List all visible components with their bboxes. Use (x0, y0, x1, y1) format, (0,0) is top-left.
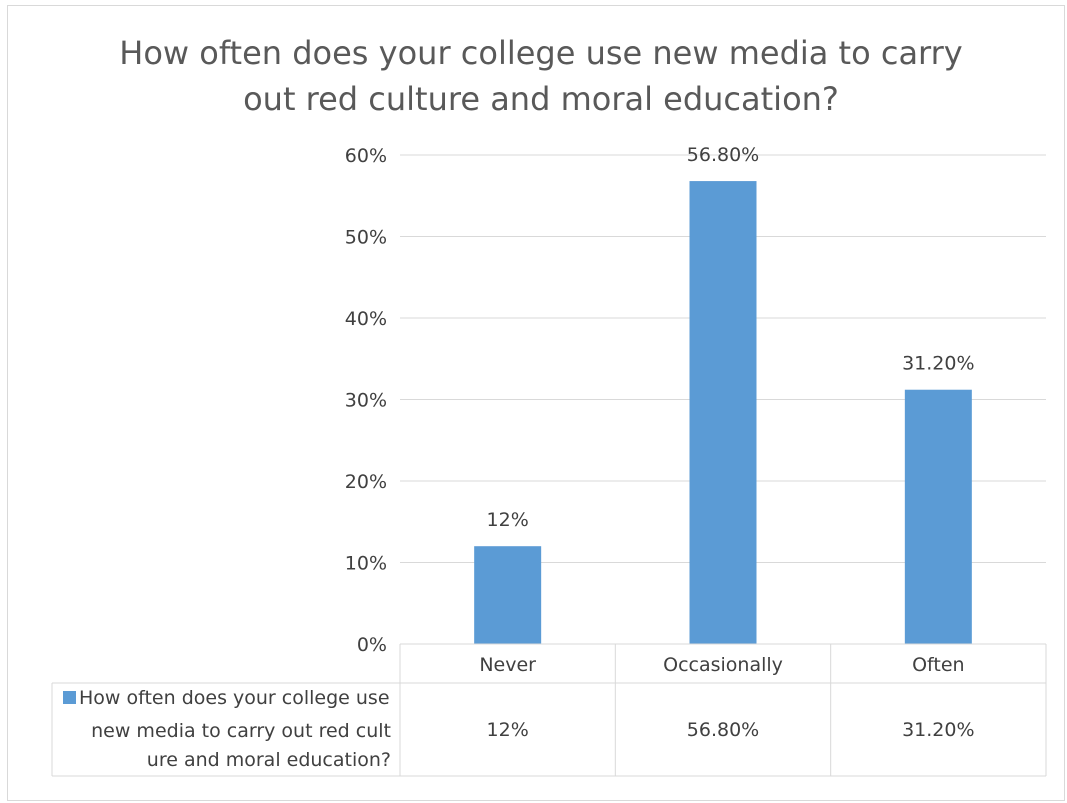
y-tick-label: 20% (345, 471, 387, 493)
legend-series-name: ure and moral education? (147, 749, 391, 771)
data-label: 12% (487, 509, 529, 531)
y-tick-label: 10% (345, 553, 387, 575)
bar (905, 390, 972, 644)
data-table: Never Occasionally Often How often does you… (52, 644, 1046, 776)
legend-series-name: new media to carry out red cult (91, 720, 391, 742)
legend-series-name: How often does your college use (79, 687, 390, 709)
data-label: 31.20% (902, 353, 974, 375)
y-tick-label: 30% (345, 390, 387, 412)
bars (474, 181, 972, 644)
table-value: 12% (487, 719, 529, 741)
y-tick-label: 0% (357, 634, 387, 656)
category-label: Occasionally (663, 654, 783, 676)
y-tick-label: 40% (345, 308, 387, 330)
table-value: 31.20% (902, 719, 974, 741)
y-tick-label: 50% (345, 227, 387, 249)
y-axis-tick-labels: 0% 10% 20% 30% 40% 50% 60% (345, 145, 387, 656)
bar (474, 546, 541, 644)
data-label: 56.80% (687, 144, 759, 166)
category-label: Never (479, 654, 536, 676)
category-label: Often (912, 654, 965, 676)
legend-key (63, 691, 76, 704)
y-tick-label: 60% (345, 145, 387, 167)
table-value: 56.80% (687, 719, 759, 741)
bar (690, 181, 757, 644)
